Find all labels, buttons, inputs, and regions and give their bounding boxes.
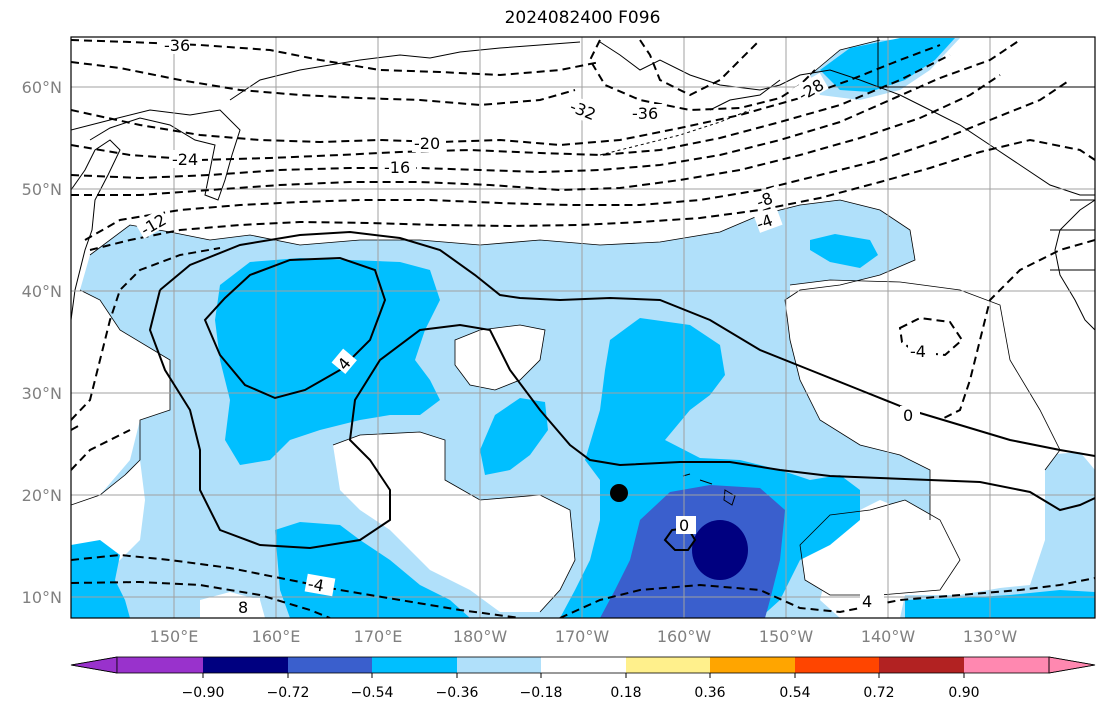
fill-sky-blue-nw — [215, 258, 440, 465]
colorbar-segment-4 — [457, 657, 541, 673]
colorbar-segment-0 — [117, 657, 203, 673]
colorbar-segment-2 — [288, 657, 372, 673]
solid-contours — [148, 230, 1095, 551]
lon-label-130w: 130°W — [963, 627, 1018, 646]
colorbar-tick-3: −0.36 — [436, 685, 479, 701]
colorbar-over-triangle — [1048, 656, 1096, 674]
lon-label-180w: 180°W — [453, 627, 508, 646]
latitude-labels: 60°N 50°N 40°N 30°N 20°N 10°N — [22, 78, 62, 607]
colorbar-segment-8 — [795, 657, 879, 673]
contour-label-4-se: 4 — [862, 592, 872, 611]
colorbar-tick-4: −0.18 — [520, 685, 563, 701]
lon-label-170w: 170°W — [555, 627, 610, 646]
lon-label-150e: 150°E — [150, 627, 199, 646]
contour-label-minus8: -8 — [754, 188, 775, 211]
colorbar-tick-1: −0.72 — [267, 685, 310, 701]
longitude-labels: 150°E 160°E 170°E 180°W 170°W 160°W 150°… — [150, 627, 1018, 646]
lon-label-150w: 150°W — [759, 627, 814, 646]
fill-sky-blue-small-2 — [810, 234, 878, 268]
colorbar-tick-9: 0.90 — [948, 685, 979, 701]
lat-label-10n: 10°N — [22, 588, 62, 607]
filled-anomaly-field: -36 -32 -36 -28 -24 -20 -16 -12 -8 -4 4 … — [71, 36, 1095, 618]
colorbar-segment-5 — [541, 657, 626, 673]
colorbar-tick-8: 0.72 — [863, 685, 894, 701]
lon-label-140w: 140°W — [861, 627, 916, 646]
lat-label-20n: 20°N — [22, 486, 62, 505]
colorbar-segment-3 — [372, 657, 457, 673]
fill-white-hole-2 — [455, 325, 545, 390]
lon-label-170e: 170°E — [354, 627, 403, 646]
political-borders — [877, 37, 1095, 271]
colorbar-tick-0: −0.90 — [182, 685, 225, 701]
colorbar: −0.90 −0.72 −0.54 −0.36 −0.18 0.18 0.36 … — [70, 656, 1096, 701]
colorbar-segment-9 — [879, 657, 964, 673]
fill-light-blue-east — [900, 452, 1095, 618]
contour-label-minus16: -16 — [384, 158, 410, 177]
contour-label-minus36-b: -36 — [632, 104, 658, 123]
contour-label-minus4-top: -4 — [754, 210, 775, 233]
contour-label-minus20: -20 — [414, 134, 440, 153]
map-title: 2024082400 F096 — [504, 8, 661, 28]
lat-label-50n: 50°N — [22, 180, 62, 199]
colorbar-segment-6 — [626, 657, 710, 673]
lat-label-40n: 40°N — [22, 282, 62, 301]
lat-label-60n: 60°N — [22, 78, 62, 97]
colorbar-under-triangle — [70, 656, 118, 674]
contour-label-minus36-a: -36 — [164, 36, 190, 55]
lon-label-160e: 160°E — [252, 627, 301, 646]
map-frame — [70, 36, 1096, 619]
fill-white-hole-3 — [790, 280, 1060, 490]
contour-label-minus4-east: -4 — [910, 342, 926, 361]
colorbar-segment-1 — [203, 657, 288, 673]
colorbar-tick-6: 0.36 — [694, 685, 725, 701]
fill-sky-blue-small-1 — [480, 398, 548, 475]
colorbar-segment-10 — [964, 657, 1049, 673]
contour-label-0-east: 0 — [903, 406, 913, 425]
contour-labels: -36 -32 -36 -28 -24 -20 -16 -12 -8 -4 4 … — [135, 36, 936, 617]
station-marker — [610, 484, 628, 502]
colorbar-tick-5: 0.18 — [610, 685, 641, 701]
colorbar-tick-7: 0.54 — [779, 685, 810, 701]
contour-label-0-hawaii: 0 — [679, 516, 689, 535]
contour-label-8-sw: 8 — [238, 598, 248, 617]
contour-label-minus24: -24 — [172, 150, 198, 169]
fill-white-hole-1 — [333, 432, 575, 612]
fill-navy — [692, 520, 748, 580]
lat-label-30n: 30°N — [22, 384, 62, 403]
contour-label-minus4-sw: -4 — [306, 574, 325, 595]
colorbar-segment-7 — [710, 657, 795, 673]
colorbar-tick-2: −0.54 — [351, 685, 394, 701]
coastlines — [71, 41, 1095, 506]
lon-label-160w: 160°W — [657, 627, 712, 646]
